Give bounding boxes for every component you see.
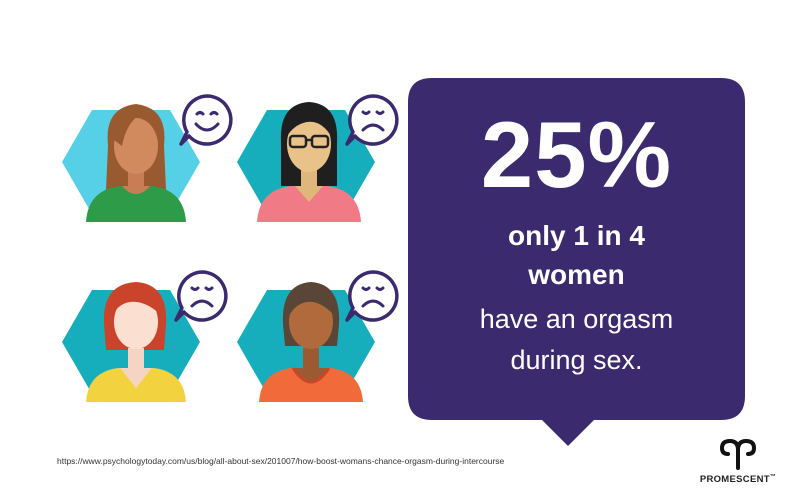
shirt [257, 186, 361, 222]
avatar-illustration [62, 104, 200, 222]
sad-face-icon [174, 270, 228, 322]
avatar-woman-red-hair [60, 270, 230, 410]
avatar-woman-glasses [235, 90, 405, 230]
stat-line-3: have an orgasm [479, 304, 674, 334]
glasses [288, 134, 330, 149]
brand: PROMESCENT™ [698, 438, 778, 488]
source-url: https://www.psychologytoday.com/us/blog/… [57, 456, 505, 466]
face [287, 116, 331, 172]
avatar-illustration [237, 282, 375, 402]
sad-face-icon [345, 94, 399, 146]
face [289, 295, 333, 349]
avatar-illustration [237, 102, 375, 222]
sad-face-icon [345, 270, 399, 322]
hair-fringe [114, 114, 140, 146]
neck [303, 348, 319, 372]
shirt [259, 368, 363, 402]
aries-symbol-logo [720, 438, 756, 470]
stat-line-1: only 1 in 4 [508, 220, 645, 251]
avatar-woman-dark-skin [235, 270, 405, 410]
collar [291, 367, 331, 384]
shirt [86, 186, 186, 222]
callout-background [408, 78, 745, 446]
neck [128, 348, 144, 372]
hair-fringe [287, 110, 331, 136]
speech-bubble [343, 92, 403, 152]
hair-fringe [112, 290, 160, 316]
stat-line-4: during sex. [510, 345, 643, 375]
avatar-illustration [62, 282, 200, 402]
stat-line-2: women [528, 259, 625, 290]
speech-bubble [177, 92, 237, 152]
neckline [120, 368, 152, 388]
face [114, 295, 158, 349]
stat-callout: 25% only 1 in 4 women have an orgasm dur… [408, 78, 745, 448]
stat-percent: 25% [480, 102, 673, 207]
neck [301, 168, 317, 190]
neckline [295, 186, 323, 202]
hair-fringe [289, 292, 333, 316]
neckline [122, 186, 150, 194]
speech-bubble [172, 268, 232, 328]
avatar-woman-brown-hair [60, 90, 230, 230]
trademark-symbol: ™ [769, 474, 777, 480]
brand-name: PROMESCENT™ [699, 474, 777, 486]
speech-bubble [343, 268, 403, 328]
happy-face-icon [179, 94, 233, 146]
